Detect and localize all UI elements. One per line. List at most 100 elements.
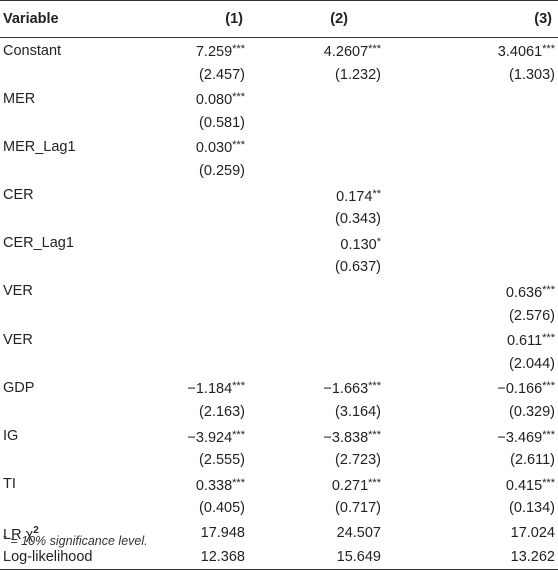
cell-model-2: 0.130* xyxy=(245,231,410,257)
row-label xyxy=(0,401,150,424)
row-label-text: CER_Lag1 xyxy=(3,235,74,252)
coefficient-value: −1.184 xyxy=(187,381,233,398)
cell-model-3: (1.303) xyxy=(509,66,555,83)
cell-model-1 xyxy=(150,353,245,376)
row-label: GDP xyxy=(0,375,150,401)
cell-model-2 xyxy=(245,327,410,353)
row-label: MER_Lag1 xyxy=(0,134,150,160)
cell-model-2: (2.723) xyxy=(335,452,381,469)
cell-model-2 xyxy=(245,305,410,328)
header-model-1: (1) xyxy=(150,0,245,38)
table-header: Variable (1) (2) (3) xyxy=(0,0,558,38)
significance-stars: *** xyxy=(542,332,555,345)
row-label xyxy=(0,497,150,520)
cell-model-3: −0.166*** xyxy=(410,375,558,401)
coefficient-value: 0.338 xyxy=(195,477,233,494)
cell-model-2 xyxy=(245,86,410,112)
cell-model-1: 7.259*** xyxy=(150,38,245,64)
row-label: Log-likelihood xyxy=(0,546,150,570)
coefficient-value: 0.080 xyxy=(195,92,233,109)
cell-model-3: −3.469*** xyxy=(410,424,558,450)
row-label xyxy=(0,112,150,135)
table-row: GDP −1.184*** −1.663*** −0.166*** xyxy=(0,375,558,401)
row-label xyxy=(0,449,150,472)
table-row: MER_Lag1 0.030*** xyxy=(0,134,558,160)
cell-model-2: (0.343) xyxy=(335,211,381,228)
cell-model-2: (0.637) xyxy=(335,259,381,276)
table-row: (0.637) xyxy=(0,256,558,279)
cell-model-1: (2.163) xyxy=(199,403,245,420)
significance-stars: *** xyxy=(542,476,555,489)
row-label xyxy=(0,353,150,376)
row-label-text: VER xyxy=(3,331,33,348)
cell-model-2 xyxy=(245,279,410,305)
header-model-3: (3) xyxy=(410,0,558,38)
cell-model-1: (2.555) xyxy=(199,452,245,469)
row-label xyxy=(0,160,150,183)
cell-model-1 xyxy=(150,279,245,305)
cell-model-1: −1.184*** xyxy=(150,375,245,401)
coefficient-value: 0.415 xyxy=(505,477,543,494)
cell-model-1: 0.080*** xyxy=(150,86,245,112)
row-label-text: IG xyxy=(3,428,19,444)
table-row: (2.457) (1.232) (1.303) xyxy=(0,64,558,87)
row-label xyxy=(0,256,150,279)
cell-model-3: 0.636*** xyxy=(410,279,558,305)
significance-stars: *** xyxy=(232,43,245,55)
cell-model-2: 24.507 xyxy=(336,524,381,541)
cell-model-1 xyxy=(150,256,245,279)
coefficient-value: 0.130 xyxy=(340,236,377,253)
header-row: Variable (1) (2) (3) xyxy=(0,0,558,38)
row-label-text: Log-likelihood xyxy=(3,549,93,566)
row-label-text: CER xyxy=(3,187,34,204)
cell-model-3: (2.611) xyxy=(510,452,555,469)
row-label: Constant xyxy=(0,38,150,64)
table-row: (2.555) (2.723) (2.611) xyxy=(0,449,558,472)
significance-stars: *** xyxy=(368,428,381,441)
table-footnote: * = 10% significance level. xyxy=(3,534,148,548)
cell-model-3: 0.611*** xyxy=(410,327,558,353)
row-label xyxy=(0,305,150,328)
cell-model-2: (3.164) xyxy=(335,403,381,420)
cell-model-3 xyxy=(410,112,558,135)
cell-model-3: (2.044) xyxy=(509,355,555,372)
cell-model-3 xyxy=(410,231,558,257)
significance-stars: *** xyxy=(368,380,381,393)
table-row: (2.576) xyxy=(0,305,558,328)
header-variable: Variable xyxy=(0,0,150,38)
significance-stars: *** xyxy=(232,428,245,441)
significance-stars: * xyxy=(376,235,381,248)
table-row: Log-likelihood 12.368 15.649 13.262 xyxy=(0,546,558,570)
footnote-marker: * xyxy=(3,534,7,545)
significance-stars: ** xyxy=(372,187,381,200)
table-row: VER 0.611*** xyxy=(0,327,558,353)
row-label: MER xyxy=(0,86,150,112)
cell-model-3 xyxy=(410,183,558,209)
table-row: (2.163) (3.164) (0.329) xyxy=(0,401,558,424)
cell-model-2: −3.838*** xyxy=(245,424,410,450)
cell-model-1 xyxy=(150,305,245,328)
cell-model-3: 13.262 xyxy=(410,546,558,570)
cell-model-2 xyxy=(245,353,410,376)
table-row: TI 0.338*** 0.271*** 0.415*** xyxy=(0,472,558,498)
cell-model-3 xyxy=(410,134,558,160)
cell-model-3: (0.134) xyxy=(509,500,555,517)
row-label xyxy=(0,64,150,87)
cell-model-1: (0.405) xyxy=(199,500,245,517)
row-label-text: MER xyxy=(3,90,36,107)
significance-stars: *** xyxy=(232,476,245,489)
cell-model-2 xyxy=(245,112,410,135)
coefficient-value: 0.174 xyxy=(336,188,373,205)
table-row: MER 0.080*** xyxy=(0,86,558,112)
cell-model-1 xyxy=(150,183,245,209)
cell-model-3: 17.024 xyxy=(510,524,555,541)
coefficient-value: 0.636 xyxy=(505,284,543,301)
row-label-superscript: 2 xyxy=(33,524,39,536)
cell-model-1: 0.030*** xyxy=(150,134,245,160)
cell-model-1 xyxy=(150,231,245,257)
significance-stars: *** xyxy=(542,43,555,55)
table-row: (2.044) xyxy=(0,353,558,376)
table-body: Constant 7.259*** 4.2607*** 3.4061*** (2.457… xyxy=(0,38,558,570)
